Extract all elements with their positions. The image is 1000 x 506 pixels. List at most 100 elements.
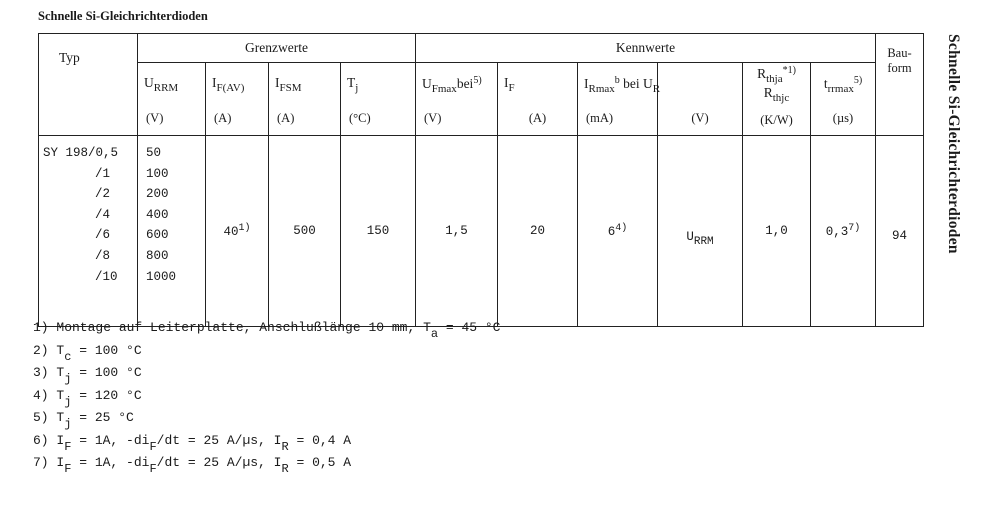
text-segment: U bbox=[686, 230, 694, 244]
text-segment: bei U bbox=[619, 76, 653, 91]
value-tj: 150 bbox=[340, 135, 416, 327]
urrm-column: 50 100 200 400 600 800 1000 bbox=[137, 135, 206, 327]
text-segment: = 0,4 A bbox=[288, 432, 352, 448]
column-header: (V) bbox=[657, 62, 743, 136]
text-segment: thjc bbox=[772, 92, 790, 104]
text-segment: = 45 °C bbox=[438, 320, 501, 335]
text-segment: /dt = 25 A/µs, I bbox=[156, 455, 282, 470]
text-segment: Fmax bbox=[431, 83, 457, 95]
side-title: Schnelle Si-Gleichrichterdioden bbox=[945, 34, 962, 254]
column-header: UFmaxbei5) (V) bbox=[415, 62, 498, 136]
text-segment: F bbox=[149, 462, 157, 476]
column-unit: (µs) bbox=[832, 111, 854, 125]
text-segment: /dt = 25 A/µs, I bbox=[156, 432, 282, 448]
text-segment: 5) T bbox=[33, 410, 65, 425]
column-unit: (A) bbox=[528, 111, 547, 125]
text-segment: F(AV) bbox=[216, 82, 245, 94]
footnote: 3) Tj = 100 °C bbox=[33, 364, 501, 387]
text-segment: = 120 °C bbox=[71, 387, 142, 403]
text-segment: U bbox=[144, 75, 154, 90]
text-segment: 4) bbox=[615, 223, 628, 234]
column-unit: (K/W) bbox=[760, 113, 793, 127]
text-segment: F bbox=[64, 462, 72, 476]
column-header: IF (A) bbox=[497, 62, 578, 136]
column-header: Rthja*1) Rthjc (K/W) bbox=[742, 62, 811, 136]
text-segment: rrmax bbox=[827, 83, 854, 95]
value-if-av: 401) bbox=[205, 135, 269, 327]
text-segment: 40 bbox=[223, 225, 239, 239]
document-title: Schnelle Si-Gleichrichterdioden bbox=[38, 9, 208, 23]
text-segment: b bbox=[614, 75, 620, 86]
column-symbol: IRmaxb bei UR bbox=[584, 75, 660, 95]
text-segment: F bbox=[508, 82, 515, 94]
header-kennwerte: Kennwerte bbox=[415, 33, 876, 63]
text-segment: Rmax bbox=[588, 83, 615, 95]
column-symbol: IFSM bbox=[275, 75, 302, 94]
column-header: trrmax5) (µs) bbox=[810, 62, 876, 136]
column-unit: (mA) bbox=[586, 111, 614, 125]
text-segment: 6 bbox=[607, 225, 616, 239]
text-segment: 3) T bbox=[33, 365, 65, 380]
column-unit: (A) bbox=[277, 111, 295, 125]
footnote: 2) Tc = 100 °C bbox=[33, 342, 501, 365]
column-symbol: Tj bbox=[347, 75, 358, 94]
header-grenzwerte: Grenzwerte bbox=[137, 33, 416, 63]
header-typ: Typ bbox=[38, 33, 138, 136]
text-segment: 6) I bbox=[33, 432, 65, 448]
column-header: URRM (V) bbox=[137, 62, 206, 136]
column-symbol-2: Rthjc bbox=[743, 85, 810, 104]
type-column: SY 198/0,5/1/2/4/6/8/10 bbox=[38, 135, 138, 327]
text-segment: a bbox=[430, 327, 439, 341]
text-segment: I bbox=[275, 75, 280, 90]
value-bauform: 94 bbox=[875, 135, 924, 327]
text-segment: 0,3 bbox=[825, 225, 849, 239]
footnote: 4) Tj = 120 °C bbox=[33, 387, 501, 410]
column-unit: (V) bbox=[424, 111, 442, 125]
text-segment: F bbox=[149, 439, 157, 454]
text-segment: = 100 °C bbox=[71, 342, 142, 358]
footnote: 5) Tj = 25 °C bbox=[33, 409, 501, 432]
footnote: 1) Montage auf Leiterplatte, Anschlußlän… bbox=[33, 319, 501, 342]
text-segment: I bbox=[504, 75, 509, 90]
type-name: /10 bbox=[95, 269, 118, 284]
column-unit: (V) bbox=[691, 111, 709, 125]
column-header: IF(AV) (A) bbox=[205, 62, 269, 136]
text-segment: R bbox=[281, 462, 289, 476]
urrm-value: 600 bbox=[146, 228, 169, 243]
value-trr: 0,37) bbox=[810, 135, 876, 327]
text-segment: FSM bbox=[279, 82, 302, 94]
text-segment: I bbox=[212, 75, 217, 90]
text-segment: R bbox=[652, 83, 661, 95]
text-segment: 5) bbox=[853, 75, 863, 86]
column-unit: (A) bbox=[214, 111, 232, 125]
value-uf: 1,5 bbox=[415, 135, 498, 327]
value-ifsm: 500 bbox=[268, 135, 341, 327]
text-segment: j bbox=[64, 372, 72, 386]
text-segment: R bbox=[763, 85, 773, 100]
urrm-value: 100 bbox=[146, 166, 169, 181]
column-symbol: UFmaxbei5) bbox=[422, 75, 482, 95]
text-segment: = 0,5 A bbox=[288, 455, 352, 470]
text-segment: t bbox=[823, 76, 828, 91]
diode-table: Typ Grenzwerte Kennwerte Bau- form URRM(… bbox=[38, 33, 924, 327]
urrm-value: 50 bbox=[146, 146, 162, 160]
text-segment: = 25 °C bbox=[71, 410, 134, 425]
value-rth: 1,0 bbox=[742, 135, 811, 327]
type-name: SY 198/0,5 bbox=[43, 146, 119, 160]
column-symbol: trrmax5) bbox=[811, 75, 875, 95]
text-segment: 4) T bbox=[33, 387, 65, 403]
text-segment: T bbox=[347, 75, 356, 90]
text-segment: 7) bbox=[848, 223, 861, 234]
footnotes: 1) Montage auf Leiterplatte, Anschlußlän… bbox=[33, 319, 501, 477]
urrm-value: 400 bbox=[146, 207, 169, 222]
type-name: /1 bbox=[95, 166, 111, 181]
text-segment: = 1A, -di bbox=[71, 455, 150, 470]
text-segment: I bbox=[584, 76, 589, 91]
type-name: /4 bbox=[95, 207, 111, 222]
text-segment: 5) bbox=[473, 75, 482, 86]
text-segment: RRM bbox=[693, 236, 714, 248]
value-ir: 64) bbox=[577, 135, 658, 327]
text-segment: thja bbox=[766, 73, 783, 85]
text-segment: RRM bbox=[153, 82, 179, 94]
text-segment: 2) T bbox=[33, 342, 65, 358]
